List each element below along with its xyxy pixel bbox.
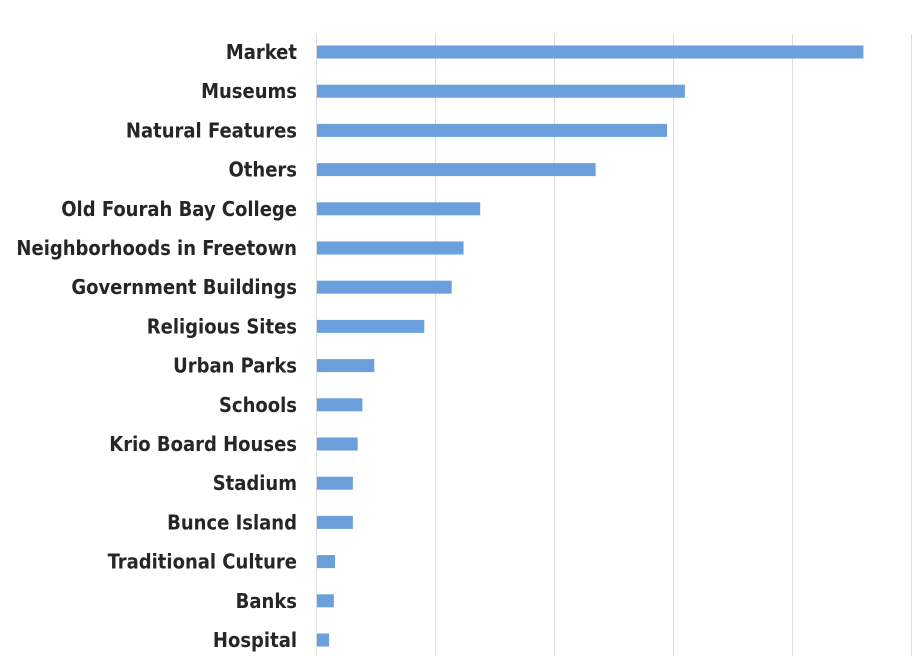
category-label: Traditional Culture	[108, 550, 297, 574]
category-label: Urban Parks	[173, 354, 297, 378]
bar	[317, 359, 375, 373]
bar	[317, 515, 353, 529]
bar	[317, 84, 685, 98]
category-labels: Market Museums Natural Features Others Old F…	[16, 40, 297, 652]
bar	[317, 555, 336, 569]
bar	[317, 280, 452, 294]
bar	[317, 633, 330, 647]
category-label: Old Fourah Bay College	[61, 197, 297, 221]
bar	[317, 163, 596, 177]
bar	[317, 594, 334, 608]
category-label: Market	[226, 40, 298, 64]
category-label: Hospital	[213, 628, 297, 652]
category-label: Neighborhoods in Freetown	[16, 236, 297, 260]
bar	[317, 123, 668, 137]
category-label: Banks	[236, 589, 297, 613]
category-label: Krio Board Houses	[109, 432, 297, 456]
category-label: Schools	[219, 393, 297, 417]
bar	[317, 202, 481, 216]
category-label: Government Buildings	[71, 275, 297, 299]
bar	[317, 476, 353, 490]
category-label: Museums	[201, 79, 297, 103]
bars	[317, 45, 864, 647]
bar	[317, 45, 864, 59]
bar	[317, 437, 358, 451]
gridlines	[316, 34, 912, 656]
category-label: Natural Features	[126, 118, 297, 142]
category-label: Others	[228, 158, 297, 182]
category-label: Religious Sites	[147, 314, 297, 338]
category-label: Bunce Island	[167, 510, 297, 534]
category-label: Stadium	[213, 471, 297, 495]
bar	[317, 398, 363, 412]
bar	[317, 319, 425, 333]
bar	[317, 241, 464, 255]
